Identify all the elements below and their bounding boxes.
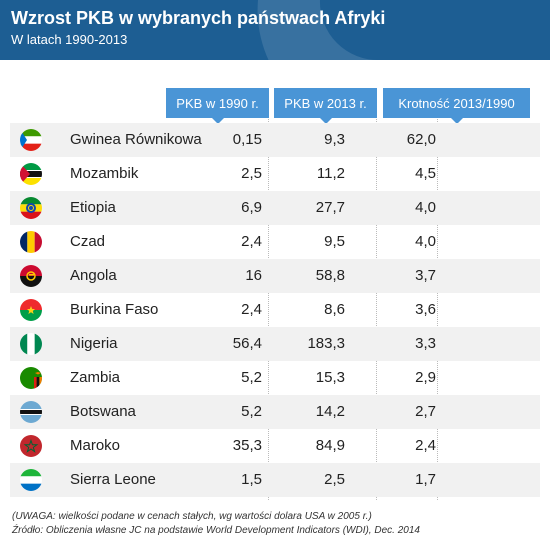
column-divider-1990 xyxy=(166,117,269,500)
value-1990: 0,15 xyxy=(232,131,262,148)
column-divider-ratio xyxy=(383,117,438,500)
value-ratio: 1,7 xyxy=(415,471,436,488)
value-2013: 15,3 xyxy=(315,369,345,386)
sierra-leone-flag xyxy=(20,469,42,491)
value-2013: 183,3 xyxy=(307,335,345,352)
value-ratio: 2,4 xyxy=(415,437,436,454)
chart-title: Wzrost PKB w wybranych państwach Afryki xyxy=(11,8,386,28)
value-1990: 56,4 xyxy=(232,335,262,352)
value-1990: 16 xyxy=(245,267,262,284)
country-name: Gwinea Równikowa xyxy=(70,131,202,148)
country-name: Burkina Faso xyxy=(70,301,159,318)
table-row: Gwinea Równikowa 0,15 9,3 62,0 xyxy=(10,123,540,157)
table-row: Maroko 35,3 84,9 2,4 xyxy=(10,429,540,463)
value-1990: 6,9 xyxy=(241,199,262,216)
burkina-faso-flag xyxy=(20,299,42,321)
botswana-flag xyxy=(20,401,42,423)
value-2013: 9,5 xyxy=(324,233,345,250)
chad-flag xyxy=(20,231,42,253)
table-row: Angola 16 58,8 3,7 xyxy=(10,259,540,293)
value-ratio: 3,6 xyxy=(415,301,436,318)
country-name: Maroko xyxy=(70,437,121,454)
value-ratio: 2,7 xyxy=(415,403,436,420)
value-2013: 58,8 xyxy=(315,267,345,284)
country-name: Etiopia xyxy=(70,199,116,216)
table-row: Botswana 5,2 14,2 2,7 xyxy=(10,395,540,429)
value-ratio: 3,7 xyxy=(415,267,436,284)
table-row: Czad 2,4 9,5 4,0 xyxy=(10,225,540,259)
value-ratio: 2,9 xyxy=(415,369,436,386)
table-row: Zambia 5,2 15,3 2,9 xyxy=(10,361,540,395)
value-ratio: 62,0 xyxy=(406,131,436,148)
value-1990: 2,5 xyxy=(241,165,262,182)
column-divider-2013 xyxy=(274,117,377,500)
table-row: Etiopia 6,9 27,7 4,0 xyxy=(10,191,540,225)
country-name: Sierra Leone xyxy=(70,471,156,488)
column-header-ratio: Krotność 2013/1990 xyxy=(383,88,530,124)
source-text: Źródło: Obliczenia własne JC na podstawi… xyxy=(12,525,420,536)
value-1990: 2,4 xyxy=(241,301,262,318)
value-2013: 9,3 xyxy=(324,131,345,148)
value-1990: 1,5 xyxy=(241,471,262,488)
country-name: Botswana xyxy=(70,403,136,420)
value-1990: 2,4 xyxy=(241,233,262,250)
chart-subtitle: W latach 1990-2013 xyxy=(11,32,128,47)
value-2013: 8,6 xyxy=(324,301,345,318)
country-name: Mozambik xyxy=(70,165,139,182)
value-1990: 5,2 xyxy=(241,369,262,386)
nigeria-flag xyxy=(20,333,42,355)
equatorial-guinea-flag xyxy=(20,129,42,151)
country-name: Angola xyxy=(70,267,117,284)
value-2013: 27,7 xyxy=(315,199,345,216)
morocco-flag xyxy=(20,435,42,457)
value-2013: 2,5 xyxy=(324,471,345,488)
table-row: Sierra Leone 1,5 2,5 1,7 xyxy=(10,463,540,497)
country-name: Nigeria xyxy=(70,335,118,352)
zambia-flag xyxy=(20,367,42,389)
mozambique-flag xyxy=(20,163,42,185)
value-ratio: 3,3 xyxy=(415,335,436,352)
table-row: Burkina Faso 2,4 8,6 3,6 xyxy=(10,293,540,327)
value-ratio: 4,0 xyxy=(415,199,436,216)
value-2013: 14,2 xyxy=(315,403,345,420)
angola-flag xyxy=(20,265,42,287)
value-2013: 84,9 xyxy=(315,437,345,454)
table-row: Nigeria 56,4 183,3 3,3 xyxy=(10,327,540,361)
value-ratio: 4,5 xyxy=(415,165,436,182)
column-header-1990: PKB w 1990 r. xyxy=(166,88,269,124)
value-ratio: 4,0 xyxy=(415,233,436,250)
value-2013: 11,2 xyxy=(316,165,345,182)
value-1990: 35,3 xyxy=(232,437,262,454)
title-banner: Wzrost PKB w wybranych państwach Afryki … xyxy=(0,0,550,60)
country-name: Zambia xyxy=(70,369,121,386)
note-text: (UWAGA: wielkości podane w cenach stałyc… xyxy=(12,511,372,522)
value-1990: 5,2 xyxy=(241,403,262,420)
column-header-2013: PKB w 2013 r. xyxy=(274,88,377,124)
table-row: Mozambik 2,5 11,2 4,5 xyxy=(10,157,540,191)
country-name: Czad xyxy=(70,233,106,250)
ethiopia-flag xyxy=(20,197,42,219)
